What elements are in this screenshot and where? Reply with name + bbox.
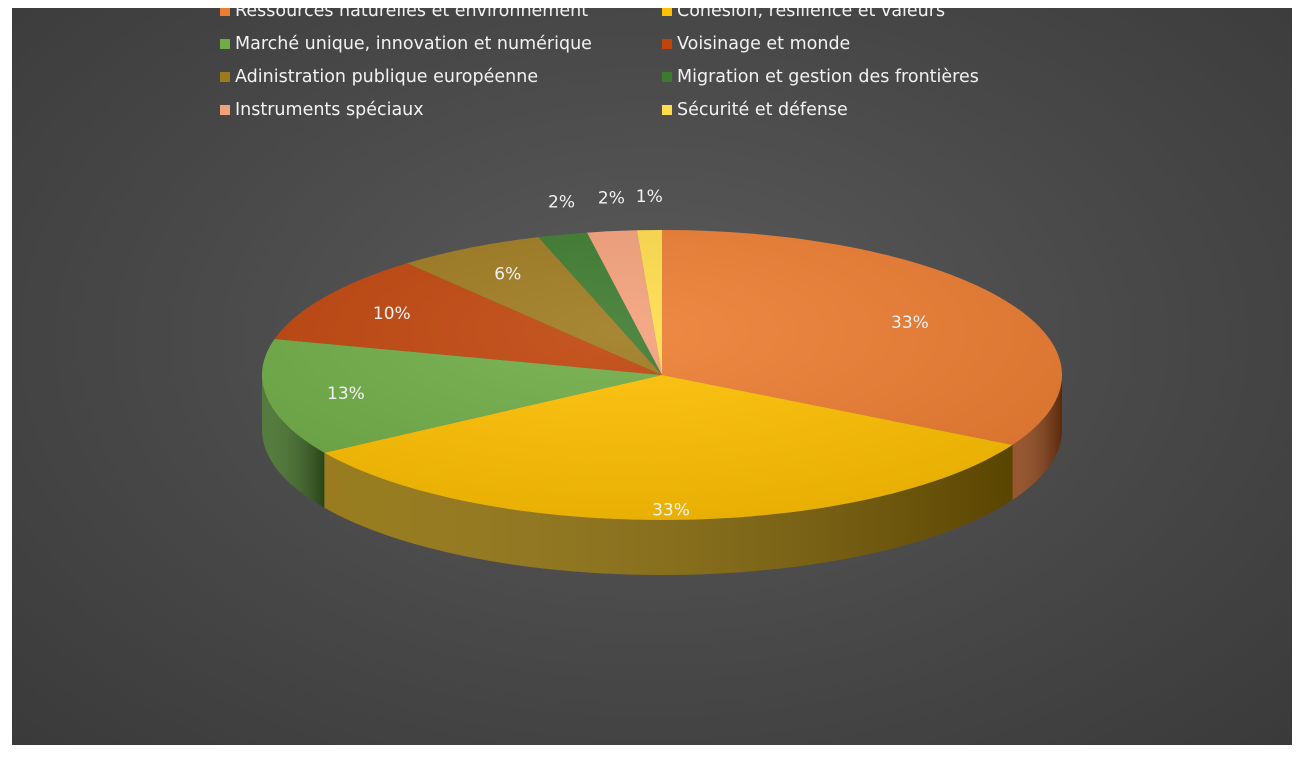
pie-chart: 33% 33% 13% 10% 6% 2% 2% 1% (262, 187, 1062, 575)
legend-swatch (662, 72, 672, 82)
legend-swatch (662, 39, 672, 49)
legend-label: Sécurité et défense (677, 100, 848, 120)
pie-slice-side-shade (262, 375, 325, 508)
legend-item: Marché unique, innovation et numérique (220, 31, 662, 57)
pie-data-label: 6% (494, 264, 521, 284)
legend-label: Instruments spéciaux (235, 100, 424, 120)
pie-labels: 33% 33% 13% 10% 6% 2% 2% 1% (327, 187, 929, 520)
legend-item: Cohésion, résilience et valeurs (662, 8, 1102, 24)
pie-data-label: 10% (373, 304, 411, 324)
pie-slice-side-shade (324, 444, 1013, 575)
pie-side-walls (262, 375, 1062, 575)
legend-swatch (662, 105, 672, 115)
legend-label: Cohésion, résilience et valeurs (677, 8, 946, 21)
legend-label: Migration et gestion des frontières (677, 67, 979, 87)
legend-swatch (220, 39, 230, 49)
legend-swatch (662, 8, 672, 16)
legend-swatch (220, 8, 230, 16)
legend-item: Instruments spéciaux (220, 97, 662, 123)
legend-swatch (220, 105, 230, 115)
legend: Ressources naturelles et environnement C… (220, 8, 1120, 123)
pie-data-label: 13% (327, 384, 365, 404)
legend-label: Voisinage et monde (677, 34, 851, 54)
pie-top-shade (262, 230, 1062, 520)
pie-top (262, 230, 1062, 520)
legend-item: Sécurité et défense (662, 97, 1102, 123)
pie-data-label: 33% (652, 500, 690, 520)
legend-label: Ressources naturelles et environnement (235, 8, 589, 21)
chart-area: Ressources naturelles et environnement C… (12, 8, 1292, 745)
legend-item: Voisinage et monde (662, 31, 1102, 57)
legend-swatch (220, 72, 230, 82)
legend-label: Marché unique, innovation et numérique (235, 34, 592, 54)
legend-label: Adinistration publique européenne (235, 67, 539, 87)
pie-data-label: 1% (636, 187, 663, 207)
legend-item: Migration et gestion des frontières (662, 64, 1102, 90)
pie-data-label: 2% (548, 192, 575, 212)
pie-data-label: 2% (598, 188, 625, 208)
pie-slice-side-shade (1012, 375, 1062, 500)
legend-item: Ressources naturelles et environnement (220, 8, 662, 24)
pie-data-label: 33% (891, 313, 929, 333)
legend-item: Adinistration publique européenne (220, 64, 662, 90)
